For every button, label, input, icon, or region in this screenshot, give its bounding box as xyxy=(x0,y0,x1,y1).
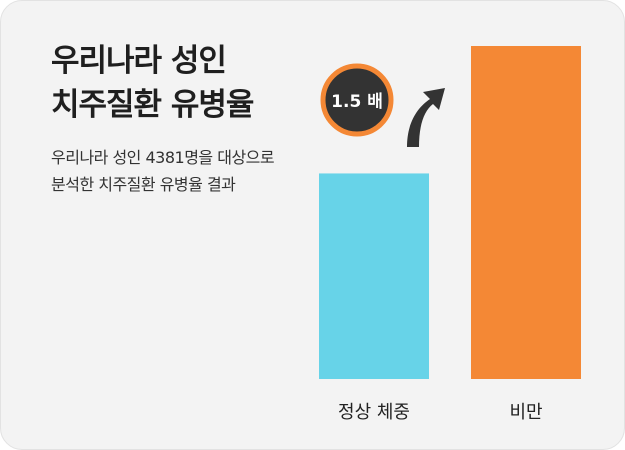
bar-normal-weight xyxy=(319,173,429,379)
bars xyxy=(319,46,581,379)
category-label-normal-weight: 정상 체중 xyxy=(338,402,410,423)
category-label-obese: 비만 xyxy=(509,402,542,423)
chart-subtitle: 우리나라 성인 4381명을 대상으로 분석한 치주질환 유병율 결과 xyxy=(51,144,275,198)
chart-subtitle-line-2: 분석한 치주질환 유병율 결과 xyxy=(51,175,236,194)
category-labels: 정상 체중 비만 xyxy=(338,402,543,423)
multiplier-badge-circle xyxy=(320,63,394,137)
multiplier-badge-label: 1.5 배 xyxy=(331,92,383,112)
chart-title: 우리나라 성인 치주질환 유병율 xyxy=(51,39,254,127)
chart-subtitle-line-1: 우리나라 성인 4381명을 대상으로 xyxy=(51,148,275,167)
curved-arrow-up-right-icon xyxy=(407,88,445,147)
chart-title-line-1: 우리나라 성인 xyxy=(51,43,227,79)
bar-obese xyxy=(471,46,581,379)
chart-title-line-2: 치주질환 유병율 xyxy=(51,87,254,123)
multiplier-badge: 1.5 배 xyxy=(320,63,394,137)
